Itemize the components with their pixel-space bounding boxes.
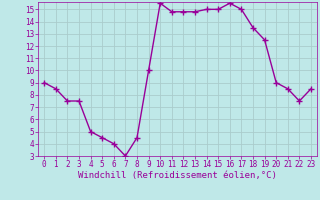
X-axis label: Windchill (Refroidissement éolien,°C): Windchill (Refroidissement éolien,°C) (78, 171, 277, 180)
